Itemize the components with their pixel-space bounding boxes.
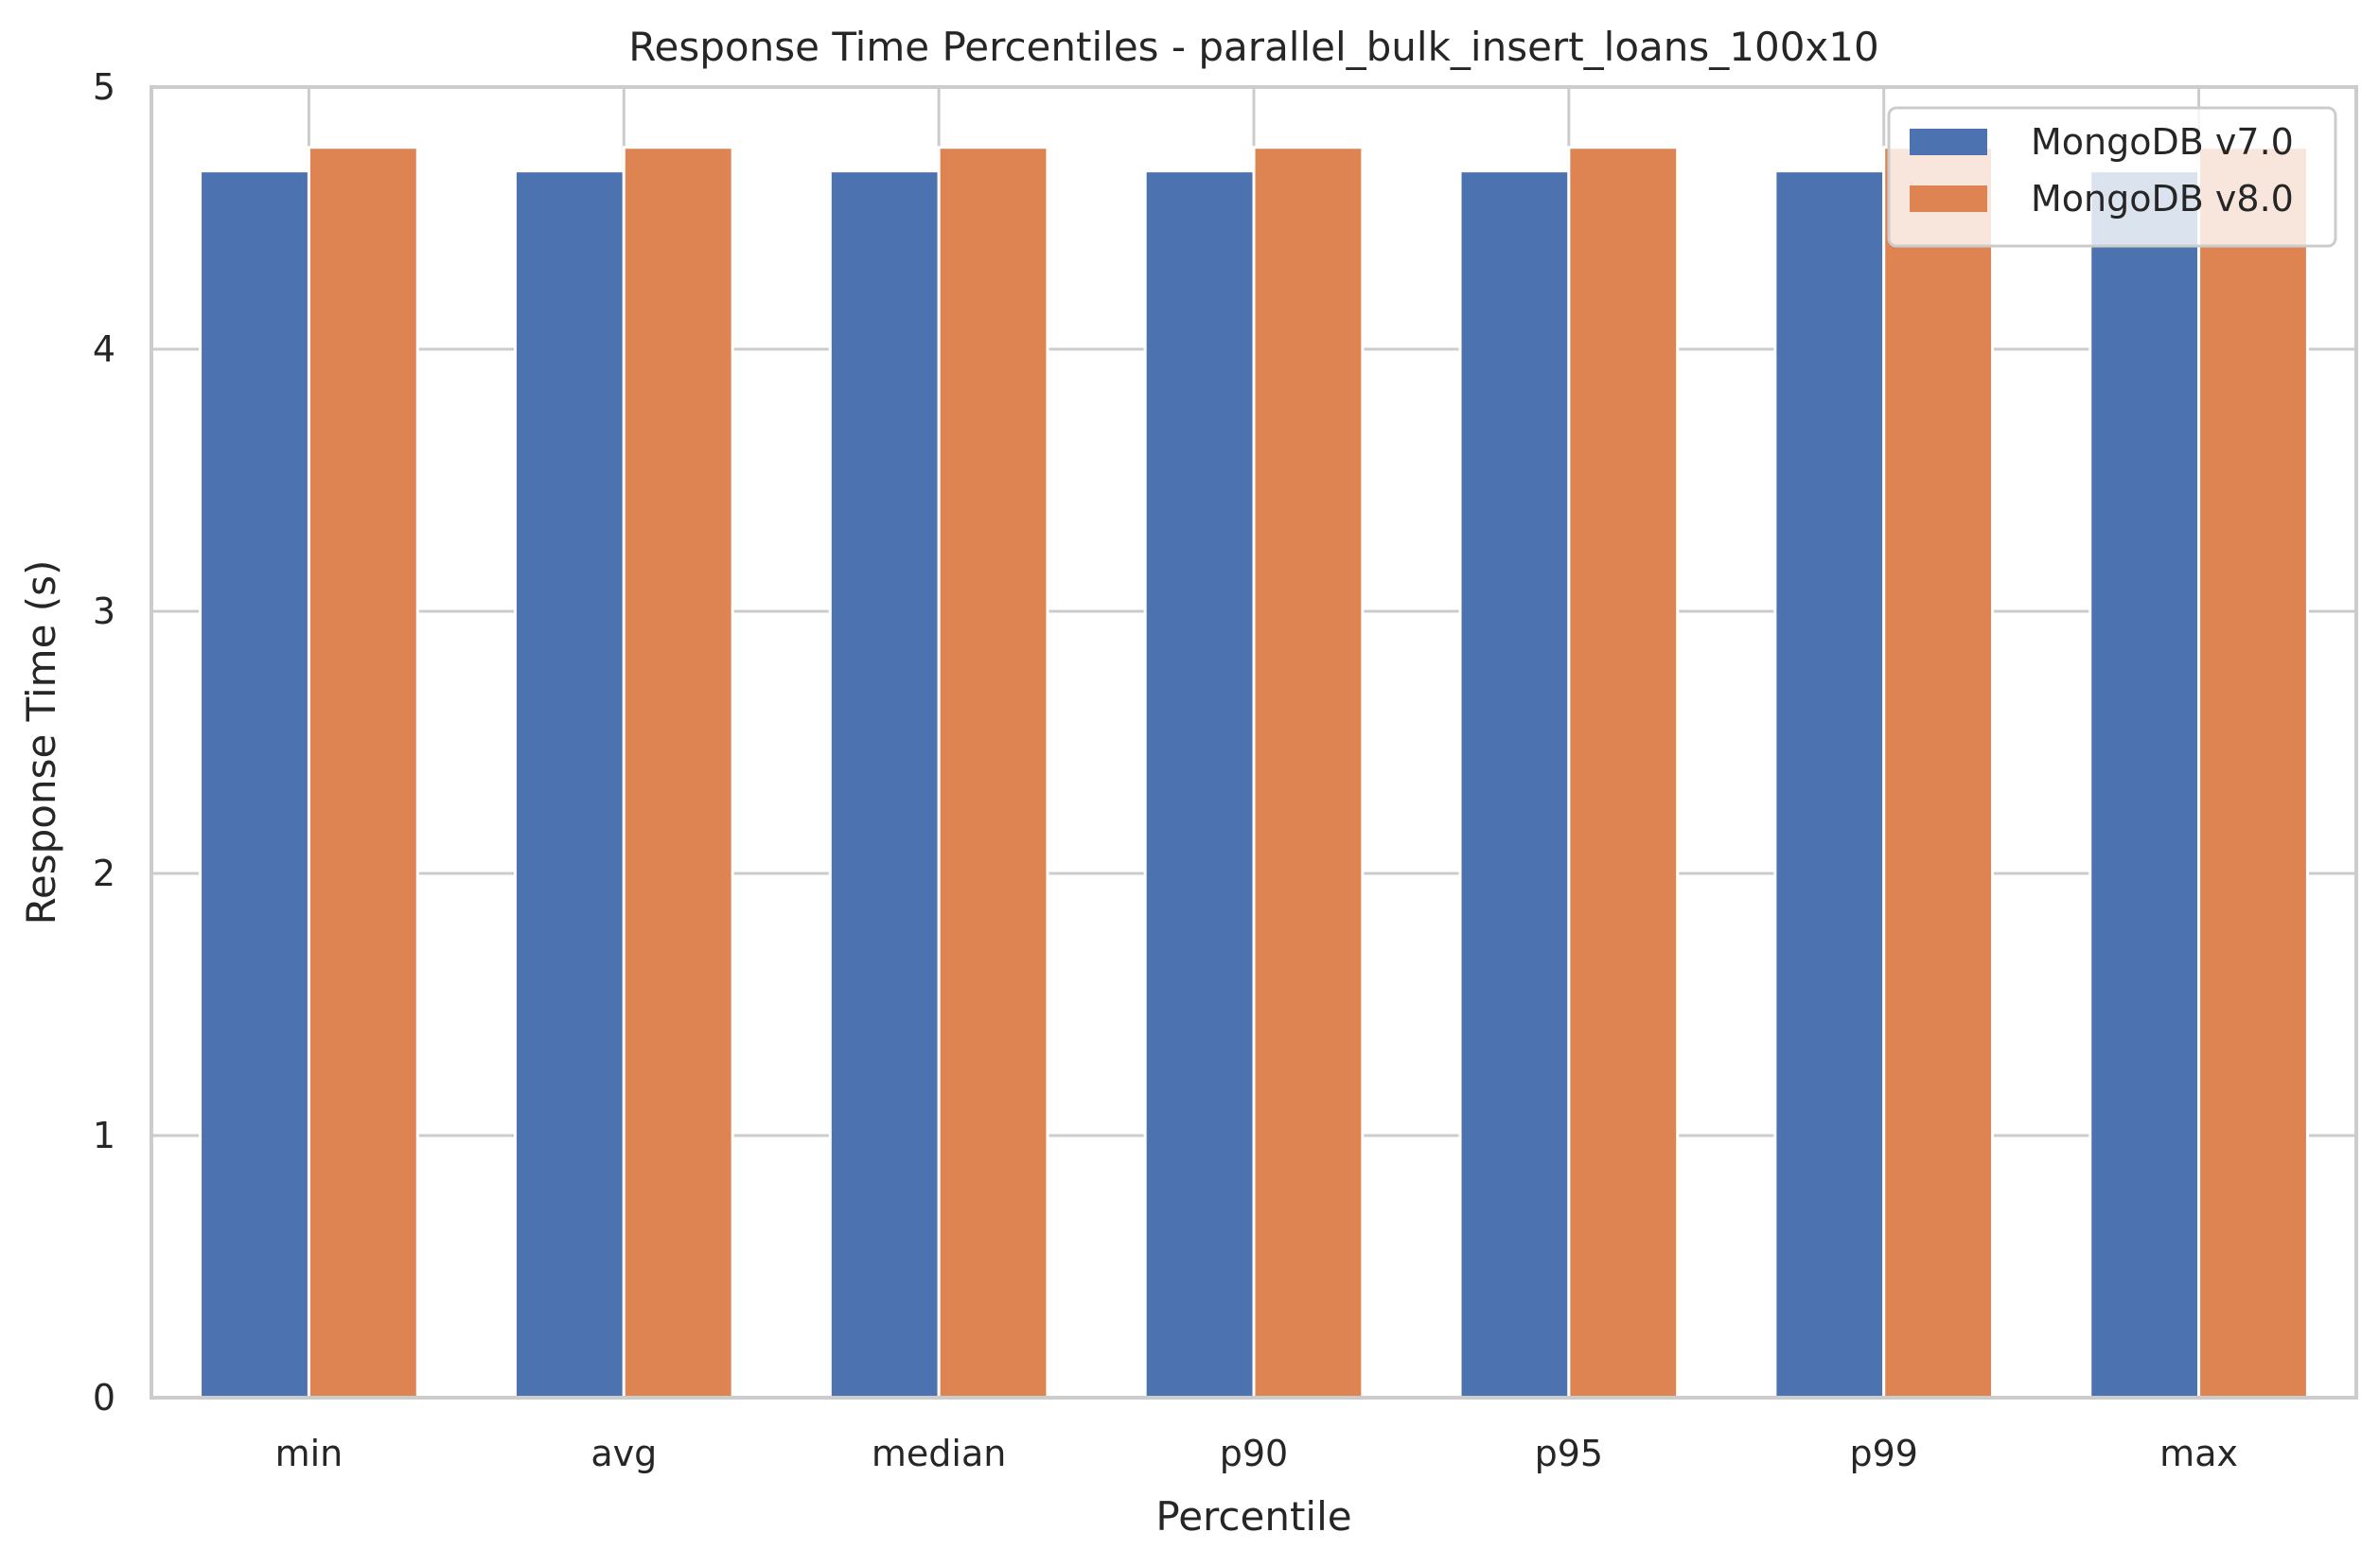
bar-v8-p90 — [1252, 146, 1365, 1400]
bar-v7-p95 — [1458, 169, 1571, 1400]
legend-swatch — [1910, 185, 1987, 212]
x-tick-labels: min avg median p90 p95 p99 max — [275, 1433, 2238, 1474]
legend-box — [1887, 106, 2337, 248]
bar-v8-p99 — [1882, 146, 1995, 1400]
bar-v8-max — [2197, 146, 2309, 1400]
bar-v7-p90 — [1143, 169, 1256, 1400]
y-tick-labels: 0 1 2 3 4 5 — [93, 66, 115, 1418]
y-tick-label: 2 — [93, 853, 115, 894]
chart-title: Response Time Percentiles - parallel_bul… — [628, 24, 1878, 70]
bar-v7-max — [2088, 169, 2201, 1400]
bar-v8-p95 — [1567, 146, 1680, 1400]
y-tick-label: 4 — [93, 328, 115, 370]
bars — [199, 146, 2309, 1400]
legend: MongoDB v7.0 MongoDB v8.0 — [1887, 106, 2337, 248]
bar-v7-median — [828, 169, 941, 1400]
plot-frame — [150, 85, 2358, 1400]
y-tick-label: 5 — [93, 66, 115, 108]
y-tick-label: 3 — [93, 590, 115, 632]
legend-swatch — [1910, 129, 1987, 155]
y-tick-label: 0 — [93, 1377, 115, 1418]
x-tick-label: avg — [590, 1433, 657, 1474]
x-tick-label: p95 — [1535, 1433, 1603, 1474]
legend-label: MongoDB v8.0 — [2031, 178, 2294, 220]
bar-v8-min — [307, 146, 419, 1400]
x-tick-label: max — [2159, 1433, 2238, 1474]
x-tick-label: p99 — [1849, 1433, 1917, 1474]
x-axis-label: Percentile — [1155, 1493, 1351, 1540]
bar-v7-p99 — [1773, 169, 1886, 1400]
legend-label: MongoDB v7.0 — [2031, 121, 2294, 163]
x-tick-label: p90 — [1220, 1433, 1288, 1474]
x-tick-label: min — [275, 1433, 344, 1474]
y-tick-label: 1 — [93, 1115, 115, 1156]
bar-v8-avg — [622, 146, 734, 1400]
y-axis-label: Response Time (s) — [18, 560, 64, 925]
bar-v7-avg — [513, 169, 626, 1400]
bar-v7-min — [199, 169, 310, 1400]
x-tick-label: median — [872, 1433, 1006, 1474]
bar-v8-median — [937, 146, 1049, 1400]
